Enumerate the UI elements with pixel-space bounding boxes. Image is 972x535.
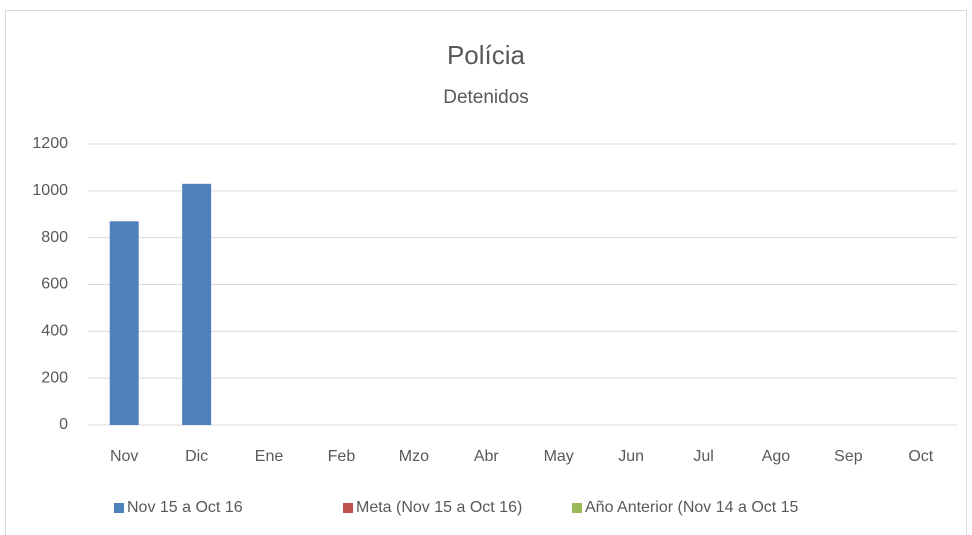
legend-swatch bbox=[114, 503, 124, 513]
x-tick-label: May bbox=[544, 448, 574, 465]
x-tick-label: Mzo bbox=[399, 448, 429, 465]
x-tick-label: Oct bbox=[908, 448, 933, 465]
bar bbox=[109, 221, 139, 425]
legend-label: Meta (Nov 15 a Oct 16) bbox=[356, 499, 522, 516]
legend-label: Año Anterior (Nov 14 a Oct 15 bbox=[585, 499, 799, 516]
y-tick-label: 400 bbox=[41, 323, 68, 340]
y-tick-label: 600 bbox=[41, 276, 68, 293]
y-tick-label: 1000 bbox=[32, 182, 68, 199]
x-tick-label: Feb bbox=[328, 448, 356, 465]
x-tick-label: Jun bbox=[618, 448, 644, 465]
y-tick-label: 0 bbox=[59, 416, 68, 433]
chart-title: Polícia bbox=[447, 40, 526, 70]
legend-swatch bbox=[343, 503, 353, 513]
legend-label: Nov 15 a Oct 16 bbox=[127, 499, 243, 516]
y-tick-label: 1200 bbox=[32, 135, 68, 152]
chart-border bbox=[5, 10, 967, 535]
chart-subtitle: Detenidos bbox=[443, 87, 529, 108]
x-tick-label: Ago bbox=[762, 448, 791, 465]
legend-swatch bbox=[572, 503, 582, 513]
x-tick-label: Ene bbox=[255, 448, 284, 465]
x-tick-label: Jul bbox=[693, 448, 713, 465]
y-tick-label: 800 bbox=[41, 229, 68, 246]
x-tick-label: Dic bbox=[185, 448, 208, 465]
bar bbox=[182, 183, 212, 425]
x-tick-label: Sep bbox=[834, 448, 863, 465]
y-tick-label: 200 bbox=[41, 369, 68, 386]
x-tick-label: Nov bbox=[110, 448, 138, 465]
x-tick-label: Abr bbox=[474, 448, 500, 465]
